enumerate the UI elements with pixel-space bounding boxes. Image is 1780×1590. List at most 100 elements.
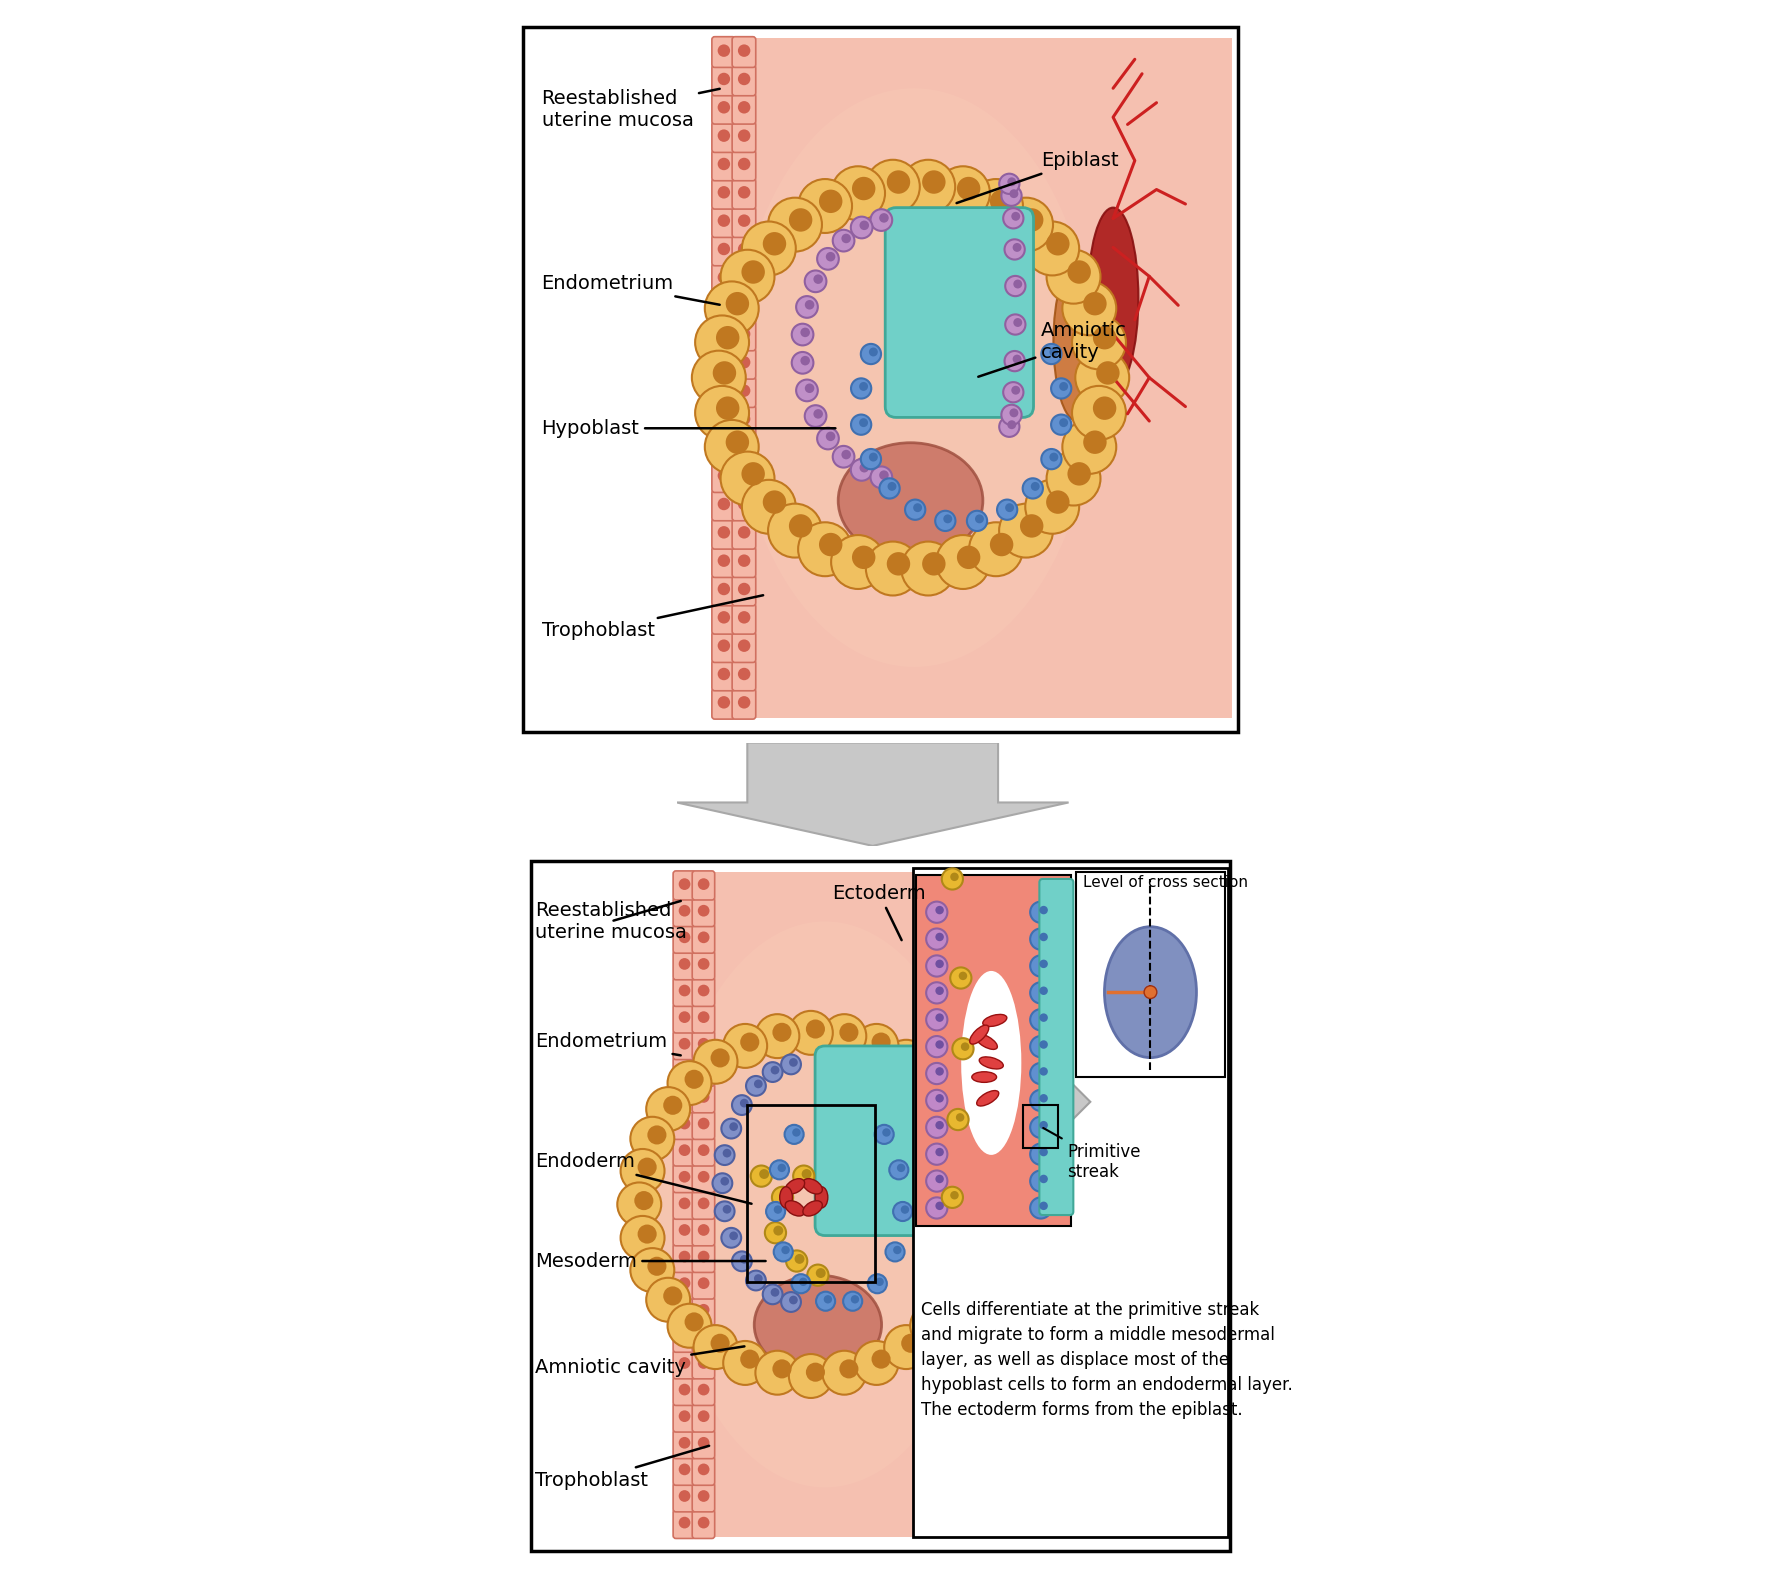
Circle shape [860,221,869,231]
Bar [915,876,1070,1226]
Circle shape [951,1191,958,1199]
Circle shape [723,1205,732,1213]
Ellipse shape [1004,240,1024,259]
Circle shape [678,1145,691,1156]
Text: Reestablished
uterine mucosa: Reestablished uterine mucosa [534,902,687,941]
Ellipse shape [926,983,947,1003]
Circle shape [717,639,730,652]
Circle shape [717,611,730,623]
Circle shape [698,1197,708,1210]
Circle shape [1031,482,1040,491]
Circle shape [934,1067,943,1076]
Ellipse shape [723,1340,767,1385]
FancyBboxPatch shape [732,178,755,210]
Circle shape [794,1255,805,1264]
Circle shape [698,1224,708,1235]
Ellipse shape [746,1270,765,1291]
FancyBboxPatch shape [673,1137,696,1165]
Ellipse shape [931,1088,975,1130]
Circle shape [737,413,749,425]
Circle shape [990,189,1013,213]
Circle shape [698,1383,708,1396]
Ellipse shape [851,378,870,399]
FancyBboxPatch shape [732,688,755,719]
Circle shape [1059,382,1068,391]
Circle shape [869,348,878,356]
Circle shape [717,696,730,709]
Ellipse shape [767,504,822,558]
Ellipse shape [833,445,854,467]
Circle shape [799,1278,806,1286]
Ellipse shape [956,1150,1000,1192]
Ellipse shape [742,480,796,534]
Ellipse shape [803,1178,822,1194]
Circle shape [956,545,979,569]
Ellipse shape [947,1116,991,1161]
Circle shape [678,1197,691,1210]
Circle shape [717,498,730,510]
FancyBboxPatch shape [732,65,755,95]
Circle shape [1095,361,1120,385]
Circle shape [805,301,813,310]
FancyBboxPatch shape [692,1110,714,1140]
Circle shape [724,431,749,453]
Ellipse shape [805,270,826,293]
Circle shape [717,243,730,256]
Circle shape [840,234,851,243]
Circle shape [773,1359,790,1379]
Circle shape [678,932,691,943]
FancyBboxPatch shape [712,37,735,67]
Ellipse shape [831,167,885,219]
FancyBboxPatch shape [673,1296,696,1326]
Ellipse shape [926,1089,947,1111]
Circle shape [678,1038,691,1049]
Ellipse shape [803,1200,822,1216]
Circle shape [737,356,749,369]
Ellipse shape [1072,315,1125,369]
FancyBboxPatch shape [712,348,735,378]
FancyBboxPatch shape [732,264,755,294]
Ellipse shape [792,351,813,374]
Circle shape [717,413,730,425]
Circle shape [1009,189,1018,199]
Ellipse shape [1052,262,1100,421]
Ellipse shape [926,1170,947,1191]
FancyBboxPatch shape [692,1377,714,1406]
Circle shape [1040,1067,1047,1076]
Circle shape [739,1255,748,1264]
Circle shape [717,102,730,113]
Circle shape [881,1129,890,1137]
Circle shape [737,498,749,510]
Ellipse shape [773,1242,792,1261]
Ellipse shape [901,542,954,596]
Ellipse shape [1029,1170,1050,1191]
FancyBboxPatch shape [530,862,1230,1552]
Circle shape [737,385,749,398]
Circle shape [678,1224,691,1235]
Circle shape [698,1437,708,1448]
Circle shape [1040,1175,1047,1183]
Ellipse shape [947,1108,968,1130]
Circle shape [901,1048,920,1067]
FancyBboxPatch shape [673,1191,696,1220]
Ellipse shape [904,499,926,520]
Circle shape [698,1170,708,1183]
Circle shape [678,1358,691,1369]
FancyBboxPatch shape [712,660,735,690]
Ellipse shape [851,216,872,238]
Ellipse shape [771,1186,792,1208]
Ellipse shape [870,466,892,488]
Circle shape [739,1099,748,1108]
Circle shape [724,293,749,315]
Circle shape [721,1177,728,1186]
Circle shape [1040,1148,1047,1156]
Circle shape [717,73,730,86]
Circle shape [717,584,730,595]
Ellipse shape [714,1202,733,1221]
Text: Endometrium: Endometrium [534,1032,680,1056]
Ellipse shape [1047,452,1100,506]
Circle shape [678,1437,691,1448]
Ellipse shape [936,536,990,588]
Circle shape [684,1312,703,1331]
Circle shape [963,1256,983,1275]
